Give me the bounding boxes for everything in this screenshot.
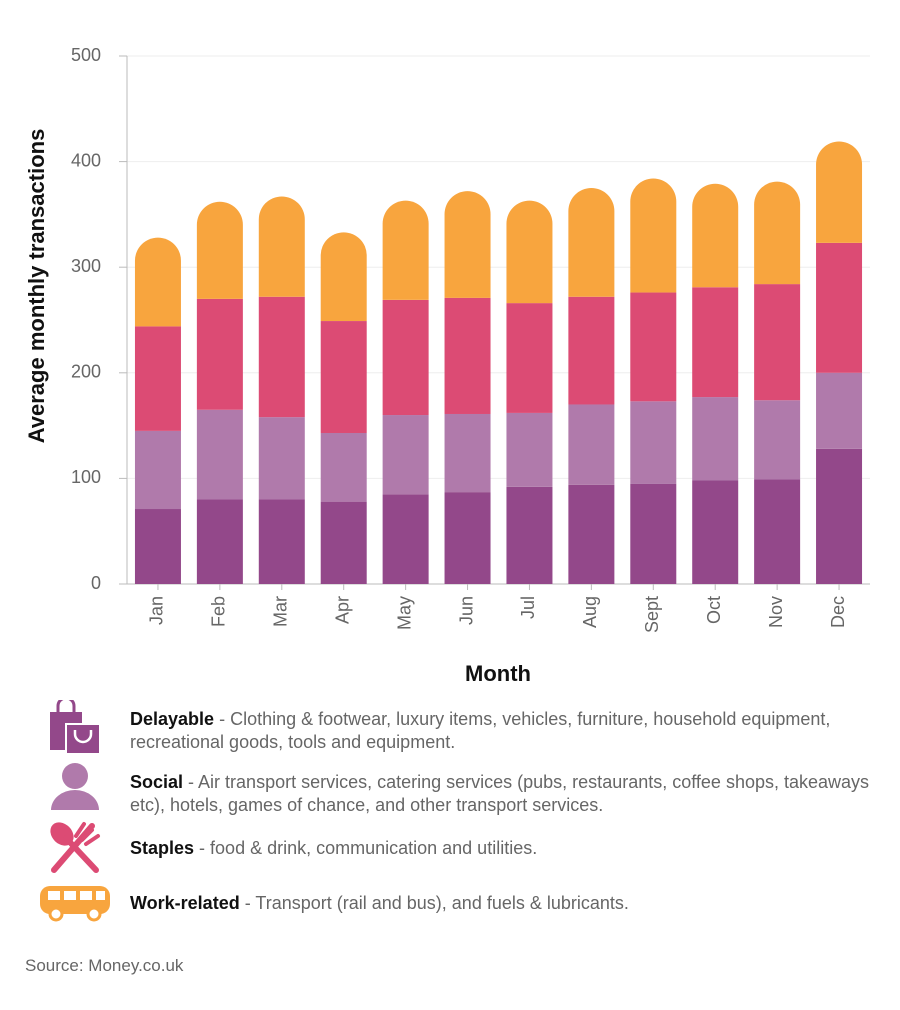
legend-name: Social [130,772,184,792]
x-tick-label: Mar [271,596,291,627]
legend-name: Staples [130,838,195,858]
bar-segment [506,303,553,413]
bar-segment [754,400,801,480]
bar-segment [258,296,305,418]
legend-name: Delayable [130,709,215,729]
y-tick-label: 500 [71,45,101,65]
source: Source: Money.co.uk [25,956,184,975]
bar-segment [196,409,243,500]
bar-segment [816,242,863,373]
legend-name: Work-related [130,893,240,913]
bar-segment [692,397,739,481]
x-axis-title: Month [465,661,531,686]
bar-segment [134,430,181,510]
y-tick-label: 200 [71,362,101,382]
bar-segment [692,183,739,288]
bar-segment [506,200,553,304]
bar-segment [382,415,429,495]
y-tick-label: 400 [71,150,101,170]
bar-segment [320,321,367,433]
x-tick-label: May [394,596,414,630]
bar-segment [444,413,491,493]
legend-description: - food & drink, communication and utilit… [199,838,538,858]
x-tick-label: Sept [642,596,662,633]
chart: Average monthly transactions Month 0 100 2… [24,45,870,686]
bar-segment [816,448,863,584]
bar-segment [382,299,429,416]
staples-icon [50,822,100,873]
bar-segment [630,483,677,584]
bar-segment [506,412,553,487]
work-related-icon [40,886,110,922]
x-tick-label: Jul [518,596,538,619]
bar-segment [196,499,243,584]
y-tick-label: 300 [71,256,101,276]
x-tick-label: Feb [209,596,229,627]
bar-segment [196,201,243,299]
bar-segment [382,200,429,300]
bar-segment [568,296,615,405]
y-tick-label: 100 [71,467,101,487]
bar-segment [816,372,863,449]
bar-segment [382,494,429,584]
x-tick-label: Aug [580,596,600,628]
bar-segment [816,141,863,243]
bar-segment [568,484,615,584]
bar-segment [754,284,801,401]
delayable-icon [50,700,101,755]
x-tick-label: Oct [704,596,724,624]
x-tick-label: Dec [828,596,848,628]
bar-segment [258,417,305,500]
bar-segment [134,509,181,584]
legend-item: Delayable - Clothing & footwear, luxury … [130,708,880,754]
y-axis-title: Average monthly transactions [24,129,49,444]
bar-segment [320,501,367,584]
legend-item: Work-related - Transport (rail and bus),… [130,892,880,915]
x-tick-label: Apr [332,596,352,624]
bar-segment [692,480,739,584]
x-tick-label: Jan [147,596,167,625]
bar-segment [630,178,677,293]
bar-segment [258,196,305,297]
bar-segment [134,326,181,431]
bar-segment [692,287,739,398]
legend-item: Staples - food & drink, communication an… [130,837,880,860]
bar-segment [568,188,615,297]
bar-segment [754,181,801,285]
bar-segment [444,297,491,414]
y-tick-label: 0 [91,573,101,593]
bar-segment [444,492,491,584]
legend-description: - Air transport services, catering servi… [130,772,870,815]
x-tick-label: Jun [456,596,476,625]
bar-segment [630,292,677,402]
bar-segment [506,486,553,584]
legend-description: - Transport (rail and bus), and fuels & … [244,893,629,913]
bar-segment [754,479,801,584]
bar-segment [444,191,491,298]
bar-segment [320,232,367,322]
legend-description: - Clothing & footwear, luxury items, veh… [130,709,831,752]
bar-segment [630,401,677,484]
bar-segment [258,499,305,584]
x-tick-label: Nov [766,596,786,628]
social-icon [51,763,99,810]
bar-segment [568,404,615,485]
bar-segment [134,237,181,327]
bar-segment [320,432,367,502]
bar-segment [196,298,243,410]
legend-item: Social - Air transport services, caterin… [130,771,880,817]
